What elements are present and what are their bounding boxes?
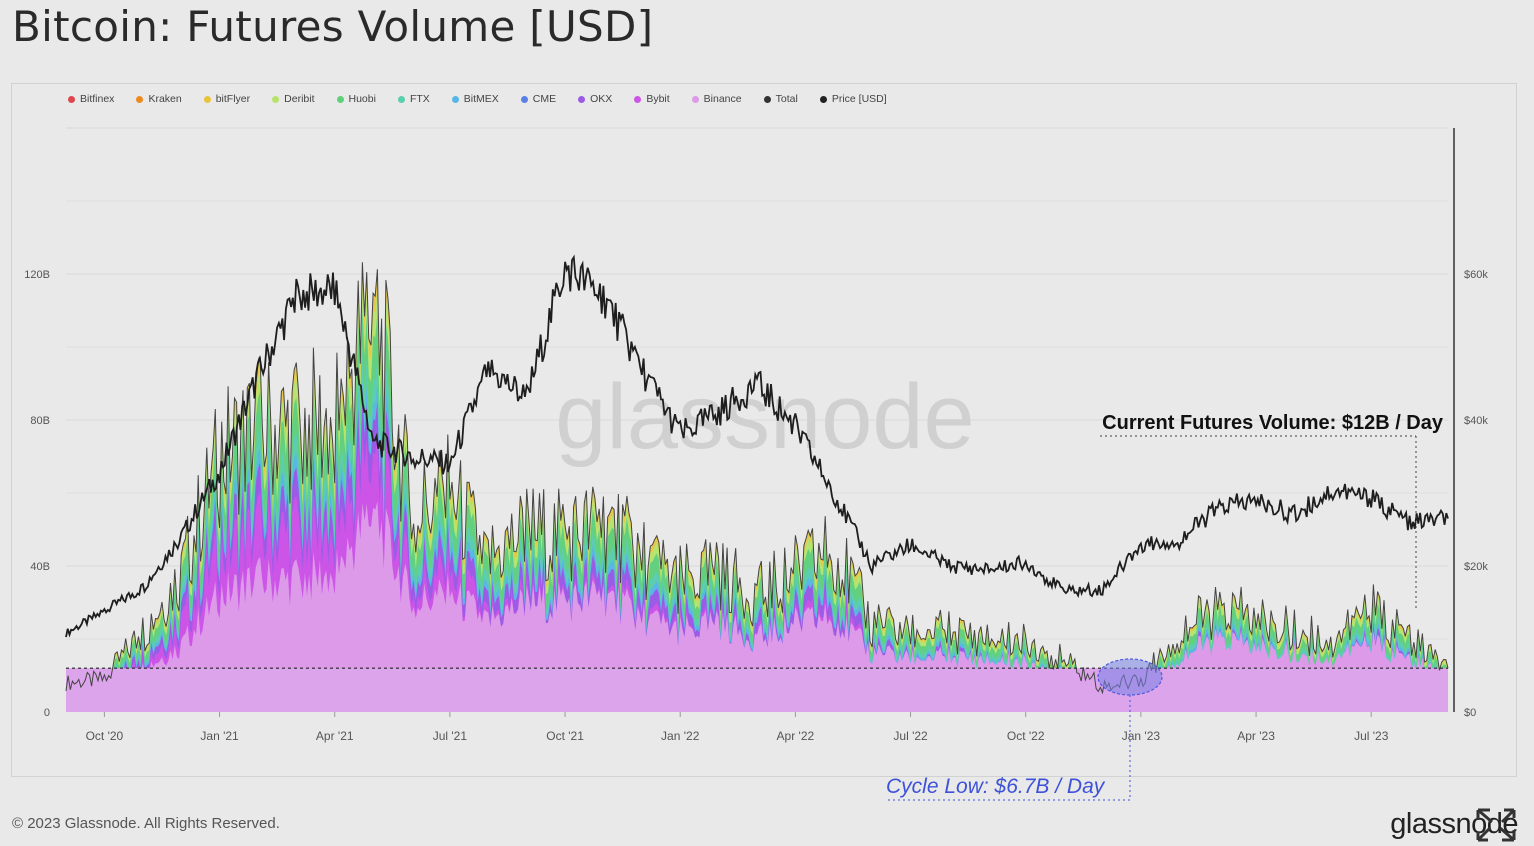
- watermark: glassnode: [555, 366, 974, 468]
- legend-dot-icon: [691, 95, 699, 103]
- x-tick-label: Apr '21: [316, 729, 354, 743]
- legend-label: OKX: [590, 93, 613, 105]
- y-left-tick-label: 80B: [30, 415, 50, 427]
- legend-item-deribit[interactable]: Deribit: [272, 93, 315, 105]
- y-right-tick-label: $20k: [1464, 561, 1488, 573]
- total-volume-line: [65, 262, 1449, 695]
- x-tick-label: Apr '23: [1237, 729, 1275, 743]
- binance-area: [66, 501, 1448, 712]
- y-left-tick-label: 120B: [24, 269, 50, 281]
- legend-label: Bitfinex: [80, 93, 115, 105]
- legend-item-bitmex[interactable]: BitMEX: [451, 93, 499, 105]
- x-tick-label: Jul '22: [893, 729, 928, 743]
- cycle-low-marker: [1097, 658, 1163, 696]
- current-volume-annotation: Current Futures Volume: $12B / Day: [1102, 412, 1444, 434]
- legend-label: FTX: [409, 93, 430, 105]
- x-tick-label: Oct '21: [546, 729, 584, 743]
- legend-label: bitFlyer: [215, 93, 251, 105]
- y-left-tick-label: 0: [44, 707, 50, 719]
- y-right-tick-label: $40k: [1464, 415, 1488, 427]
- x-tick-label: Apr '22: [777, 729, 815, 743]
- copyright-footer: © 2023 Glassnode. All Rights Reserved.: [12, 815, 280, 832]
- legend-label: Kraken: [148, 93, 182, 105]
- legend-label: CME: [532, 93, 557, 105]
- cycle-low-annotation: Cycle Low: $6.7B / Day: [886, 775, 1106, 798]
- legend-item-binance[interactable]: Binance: [691, 93, 742, 105]
- price-line: [65, 254, 1449, 638]
- y-right-tick-label: $60k: [1464, 269, 1488, 281]
- legend-dot-icon: [397, 95, 405, 103]
- legend-label: Price [USD]: [831, 93, 887, 105]
- legend-label: Binance: [703, 93, 742, 105]
- legend-item-bitfinex[interactable]: Bitfinex: [68, 93, 114, 105]
- legend-dot-icon: [136, 95, 144, 103]
- legend-dot-icon: [763, 95, 771, 103]
- legend-item-bybit[interactable]: Bybit: [634, 93, 670, 105]
- legend-dot-icon: [819, 95, 827, 103]
- legend-dot-icon: [634, 95, 642, 103]
- legend-item-total[interactable]: Total: [763, 93, 798, 105]
- legend-item-okx[interactable]: OKX: [578, 93, 612, 105]
- legend-label: Huobi: [348, 93, 376, 105]
- legend-dot-icon: [272, 95, 280, 103]
- x-tick-label: Jan '22: [661, 729, 700, 743]
- legend-label: BitMEX: [463, 93, 499, 105]
- x-tick-label: Jan '21: [200, 729, 239, 743]
- brand-logo: glassnode: [1390, 808, 1518, 840]
- legend-item-bitflyer[interactable]: bitFlyer: [203, 93, 251, 105]
- legend-label: Deribit: [284, 93, 315, 105]
- legend-item-kraken[interactable]: Kraken: [136, 93, 182, 105]
- x-tick-label: Jul '21: [433, 729, 468, 743]
- x-tick-label: Jul '23: [1354, 729, 1389, 743]
- x-tick-label: Oct '22: [1007, 729, 1045, 743]
- x-tick-label: Oct '20: [86, 729, 124, 743]
- legend-item-huobi[interactable]: Huobi: [336, 93, 376, 105]
- y-right-tick-label: $0: [1464, 707, 1476, 719]
- legend-label: Total: [775, 93, 798, 105]
- legend-dot-icon: [336, 95, 344, 103]
- legend-dot-icon: [68, 95, 75, 103]
- chart-legend: Bitfinex Kraken bitFlyer Deribit Huobi FTX Bit…: [68, 93, 909, 105]
- legend-item-ftx[interactable]: FTX: [397, 93, 430, 105]
- legend-dot-icon: [451, 95, 459, 103]
- legend-item-cme[interactable]: CME: [520, 93, 557, 105]
- y-left-tick-label: 40B: [30, 561, 50, 573]
- legend-dot-icon: [578, 95, 586, 103]
- legend-item-price-usd[interactable]: Price [USD]: [819, 93, 887, 105]
- page-title: Bitcoin: Futures Volume [USD]: [12, 2, 654, 51]
- base-band: [66, 668, 1448, 712]
- legend-dot-icon: [520, 95, 528, 103]
- legend-label: Bybit: [646, 93, 670, 105]
- legend-dot-icon: [203, 95, 211, 103]
- expand-icon[interactable]: [1474, 806, 1518, 844]
- x-tick-label: Jan '23: [1122, 729, 1161, 743]
